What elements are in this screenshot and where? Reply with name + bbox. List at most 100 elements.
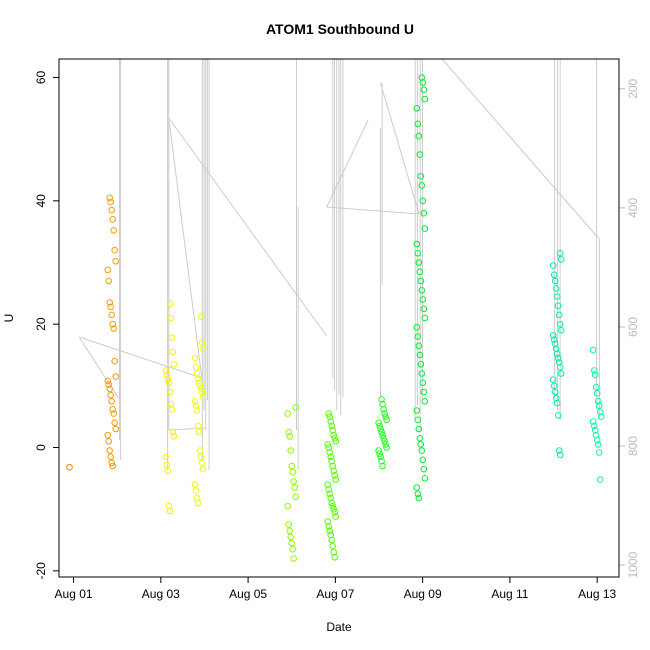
data-point xyxy=(329,542,337,550)
data-point xyxy=(169,428,177,436)
data-point xyxy=(553,293,561,300)
data-point xyxy=(196,447,204,454)
data-point xyxy=(330,431,338,439)
depth-trace xyxy=(326,206,420,215)
data-point xyxy=(170,361,178,368)
data-point xyxy=(418,370,426,377)
data-point xyxy=(557,327,565,334)
x-tick-label: Aug 13 xyxy=(578,587,616,601)
data-point xyxy=(332,476,340,483)
data-point xyxy=(105,277,112,285)
data-point xyxy=(111,246,118,254)
data-point xyxy=(193,494,201,502)
axes: Aug 01 Aug 03 Aug 05 Aug 07 Aug 09 Aug 11 Aug … xyxy=(34,71,640,601)
data-point xyxy=(331,472,339,479)
data-point xyxy=(589,346,597,354)
data-point xyxy=(192,364,200,371)
x-axis-label: Date xyxy=(326,620,352,634)
data-point xyxy=(419,296,427,303)
plot-frame xyxy=(58,58,620,578)
data-point xyxy=(591,371,599,379)
data-point xyxy=(592,383,600,391)
data-point xyxy=(418,447,426,454)
data-point xyxy=(164,376,172,384)
data-point xyxy=(379,462,386,470)
data-point xyxy=(421,475,429,482)
data-point xyxy=(550,271,558,279)
data-point xyxy=(419,79,427,86)
data-point xyxy=(110,325,117,332)
y-tick-label: -20 xyxy=(34,562,48,580)
data-point xyxy=(380,435,387,442)
data-point xyxy=(107,391,114,399)
data-point xyxy=(199,465,207,473)
data-point xyxy=(332,513,340,520)
data-point xyxy=(168,406,176,413)
data-point xyxy=(286,433,294,440)
data-point xyxy=(383,444,390,451)
data-point xyxy=(556,320,564,328)
data-point xyxy=(289,546,297,553)
data-point xyxy=(597,413,605,421)
x-tick-label: Aug 07 xyxy=(316,587,354,601)
data-point xyxy=(418,74,426,81)
data-point xyxy=(379,431,386,439)
data-point xyxy=(288,539,296,547)
data-point xyxy=(292,404,300,411)
data-point xyxy=(596,476,604,483)
data-point xyxy=(551,340,559,348)
data-point xyxy=(416,268,424,276)
y-tick-label: 60 xyxy=(34,71,48,85)
data-point xyxy=(381,410,388,417)
data-point xyxy=(108,206,115,214)
data-point xyxy=(108,459,115,467)
right-tick-label: 200 xyxy=(626,78,640,98)
data-point xyxy=(551,388,559,396)
depth-trace xyxy=(168,117,328,337)
data-point xyxy=(414,333,422,340)
data-point xyxy=(163,461,171,469)
data-point xyxy=(107,303,114,311)
data-point xyxy=(197,385,205,393)
data-point xyxy=(109,462,116,470)
data-point xyxy=(414,416,422,424)
data-point xyxy=(595,449,603,456)
data-point xyxy=(162,367,170,374)
data-point xyxy=(199,345,207,353)
data-point xyxy=(417,441,425,448)
data-point xyxy=(166,507,174,515)
data-point xyxy=(199,393,207,401)
data-point xyxy=(420,465,428,473)
data-point xyxy=(292,493,300,501)
data-point xyxy=(554,354,562,362)
data-point xyxy=(195,379,203,387)
data-point xyxy=(112,425,119,433)
depth-trace-lines xyxy=(78,58,600,470)
data-point xyxy=(416,151,424,158)
data-point xyxy=(557,370,565,377)
data-point xyxy=(110,227,117,234)
data-point xyxy=(290,555,298,562)
data-point xyxy=(164,467,172,475)
data-point xyxy=(421,95,429,103)
data-point xyxy=(288,462,296,470)
data-point xyxy=(107,198,114,206)
data-point xyxy=(325,444,333,451)
data-point xyxy=(324,518,332,525)
right-tick-label: 1000 xyxy=(626,551,640,578)
data-point xyxy=(170,433,178,440)
data-point xyxy=(198,459,206,467)
depth-trace xyxy=(79,336,202,379)
data-point xyxy=(112,373,119,380)
data-point xyxy=(413,240,421,248)
data-point xyxy=(324,481,332,488)
data-point xyxy=(328,457,336,465)
data-point xyxy=(284,502,292,510)
data-point xyxy=(414,250,422,257)
data-point xyxy=(104,266,111,274)
data-point xyxy=(290,478,298,485)
data-point xyxy=(415,494,423,502)
data-point xyxy=(167,314,175,322)
depth-trace xyxy=(78,336,119,399)
data-point xyxy=(196,382,204,390)
